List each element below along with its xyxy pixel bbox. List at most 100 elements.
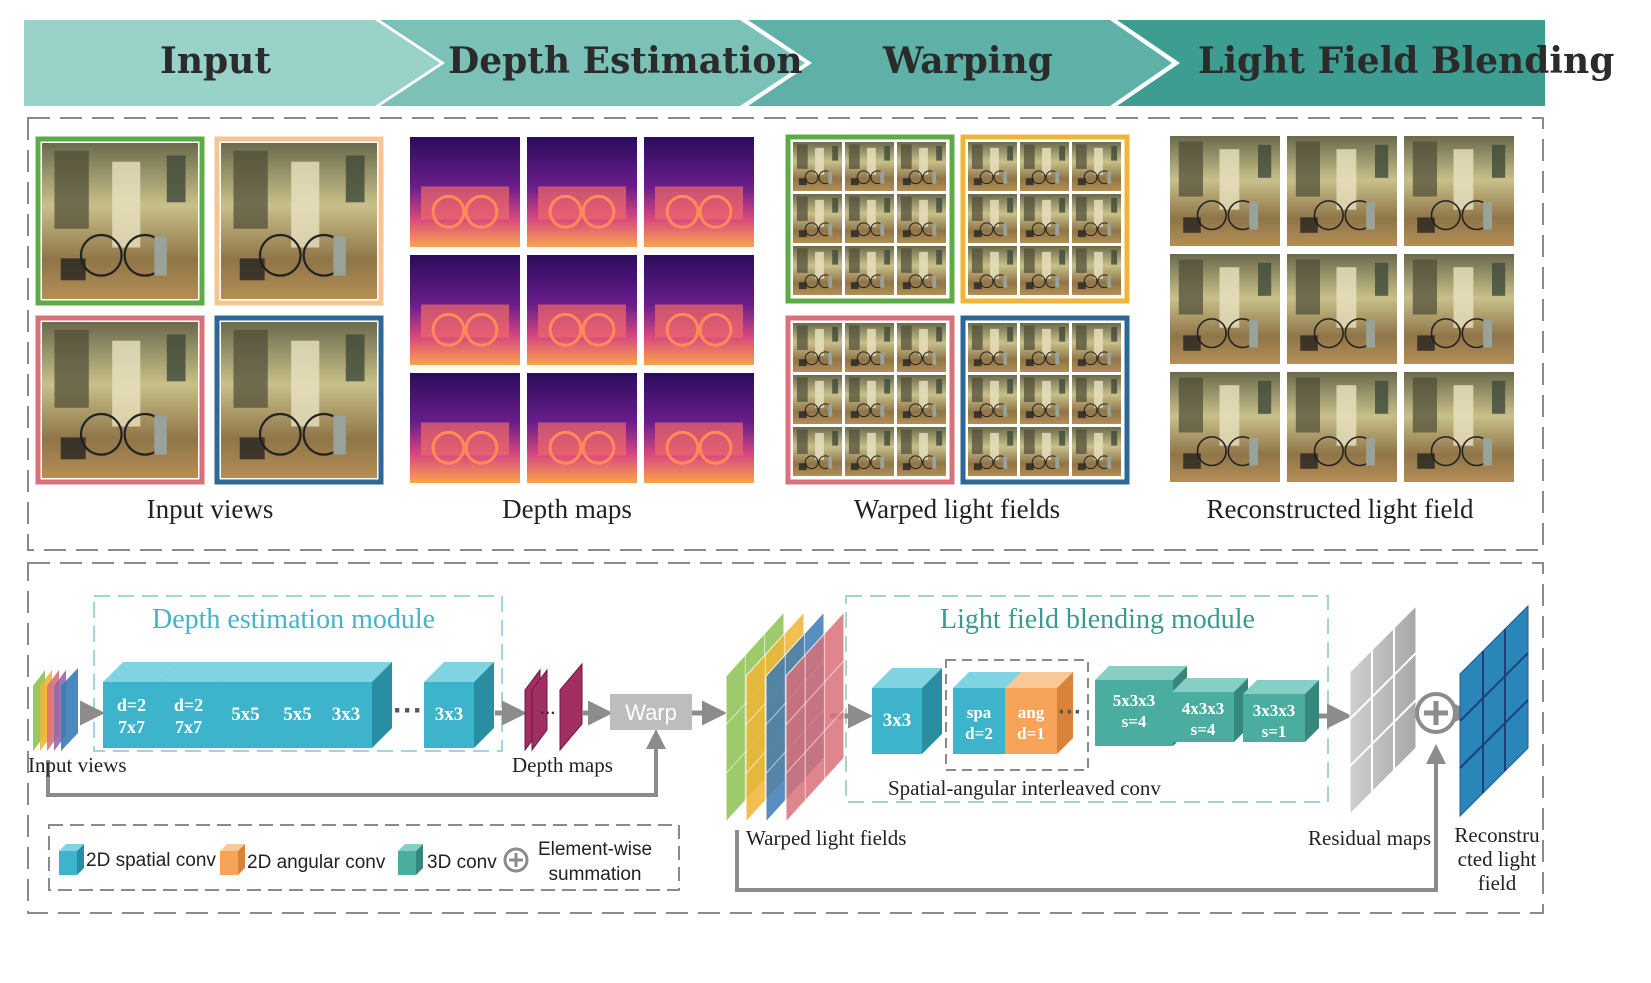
caption-reconstructed-light-field: Reconstructed light field (1206, 494, 1474, 524)
warped-subview (897, 142, 946, 191)
legend-sum-label-1: Element-wise (537, 839, 653, 860)
warped-subview (968, 194, 1017, 243)
depth-maps-stack: ··· (524, 662, 583, 752)
warped-subview (897, 427, 946, 476)
warped-subview (793, 142, 842, 191)
warped-subview (968, 142, 1017, 191)
warped-subview (793, 246, 842, 295)
depth-map-image (410, 255, 520, 365)
input-views-grid (35, 136, 384, 485)
input-view-border (35, 315, 205, 485)
reconstructed-view (1404, 136, 1514, 246)
depth-maps-grid (410, 137, 754, 483)
warped-subview (1072, 246, 1121, 295)
warped-subview (897, 246, 946, 295)
input-view-image (42, 143, 198, 299)
skip-warped-to-sum (735, 744, 1446, 892)
depth-map-image (644, 137, 754, 247)
reconstructed-light-field-grid (1170, 136, 1514, 482)
blend-conv-label: ang d=1 (1017, 703, 1045, 743)
net-recon-label-3: field (1477, 871, 1517, 895)
warped-subview (1072, 323, 1121, 372)
legend-icons (59, 844, 529, 875)
banner-light-field-blending (1117, 20, 1545, 106)
skip-input-to-warp (46, 729, 666, 797)
stage-label-light-field-blending: Light Field Blending (1198, 40, 1615, 82)
bottom-panel (27, 562, 1544, 914)
warp-block (610, 694, 692, 730)
pipeline-banner (24, 20, 1545, 106)
warped-subview (1072, 427, 1121, 476)
warped-subview (1020, 375, 1069, 424)
banner-warping (748, 20, 1172, 106)
input-view-border (214, 315, 384, 485)
banner-depth-estimation (380, 20, 805, 106)
svg-text:···: ··· (540, 705, 556, 722)
conv3d-block (1243, 680, 1319, 742)
warp-label: Warp (625, 700, 677, 725)
reconstructed-block (1459, 604, 1529, 818)
reconstructed-view (1287, 254, 1397, 364)
depth-module-box (93, 595, 503, 752)
blend-conv-label: 4x3x3 s=4 (1181, 699, 1225, 739)
warped-subview (968, 323, 1017, 372)
blend-conv-label: 3x3 (882, 710, 912, 731)
warped-subview (1020, 142, 1069, 191)
warped-subview (845, 246, 894, 295)
warped-subview (968, 246, 1017, 295)
reconstructed-view (1404, 372, 1514, 482)
warped-subview (1020, 194, 1069, 243)
blend-first-block (872, 668, 942, 754)
ang-conv-block (1005, 672, 1073, 754)
ellipsis-depth: ··· (393, 694, 423, 727)
interleaved-box (945, 659, 1089, 771)
warped-subview (1020, 427, 1069, 476)
depth-module-title: Depth estimation module (152, 604, 436, 635)
reconstructed-view (1170, 136, 1280, 246)
input-view-image (221, 322, 377, 478)
caption-input-views: Input views (146, 494, 274, 524)
caption-depth-maps: Depth maps (502, 494, 632, 524)
stage-label-input: Input (160, 40, 271, 82)
reconstructed-view (1404, 254, 1514, 364)
conv3d-block (1095, 666, 1187, 746)
input-view-image (221, 143, 377, 299)
warped-subview (1020, 246, 1069, 295)
net-recon-label-2: cted light (1457, 847, 1537, 871)
caption-warped-light-fields: Warped light fields (853, 494, 1061, 524)
warped-subview (897, 323, 946, 372)
warped-subview (968, 375, 1017, 424)
warped-light-fields-grid (785, 134, 1130, 485)
reconstructed-view (1170, 254, 1280, 364)
depth-map-image (527, 373, 637, 483)
blend-conv-label: 3x3x3 s=1 (1252, 701, 1296, 741)
net-input-views-label: Input views (28, 753, 127, 777)
blend-conv-blocks (872, 666, 1319, 754)
warped-subview (793, 427, 842, 476)
depth-map-image (410, 137, 520, 247)
input-views-stack (33, 668, 78, 751)
top-panel (27, 117, 1544, 551)
reconstructed-view (1170, 372, 1280, 482)
warped-subview (1072, 142, 1121, 191)
network-diagram: ··· ··· Warp ··· (33, 595, 1529, 892)
depth-map-image (644, 373, 754, 483)
warped-subview (1072, 375, 1121, 424)
blending-module-box (845, 595, 1329, 803)
stage-label-depth-estimation: Depth Estimation (448, 40, 803, 82)
warped-subview (1072, 194, 1121, 243)
depth-map-image (410, 373, 520, 483)
warped-light-fields-stack (725, 610, 845, 824)
warped-subview (1020, 323, 1069, 372)
banner-input (24, 20, 440, 106)
depth-conv-label: 3x3 (434, 704, 464, 725)
legend-3d-label: 3D conv (427, 852, 497, 873)
depth-conv-label: d=2 7x7 (116, 695, 147, 737)
depth-conv-blocks (103, 662, 494, 748)
depth-conv-block (424, 662, 494, 748)
input-view-border (214, 136, 384, 306)
residual-maps (1349, 604, 1417, 816)
warped-subview (793, 323, 842, 372)
depth-conv-label: d=2 7x7 (173, 695, 204, 737)
sum-icon (1415, 692, 1457, 734)
